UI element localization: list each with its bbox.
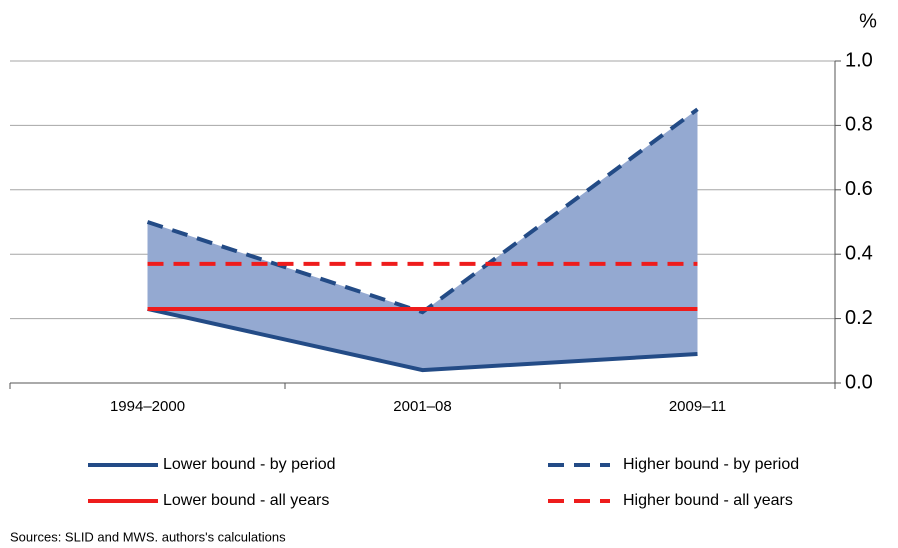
y-tick-label: 1.0: [845, 49, 873, 71]
y-tick-label: 0.8: [845, 114, 873, 136]
legend-label: Higher bound - all years: [623, 492, 793, 509]
legend-label: Higher bound - by period: [623, 456, 799, 473]
x-tick-label: 2009–11: [669, 398, 726, 415]
y-tick-label: 0.4: [845, 242, 873, 264]
x-tick-label: 1994–2000: [110, 398, 185, 415]
legend-label: Lower bound - all years: [163, 492, 329, 509]
y-tick-label: 0.2: [845, 307, 873, 329]
y-tick-label: 0.0: [845, 371, 873, 393]
y-tick-label: 0.6: [845, 178, 873, 200]
series-line: [146, 107, 699, 315]
source-note: Sources: SLID and MWS. authors's calcula…: [10, 529, 286, 544]
x-tick-label: 2001–08: [393, 398, 451, 415]
area: [147, 109, 698, 371]
series-line: [147, 306, 698, 373]
y-axis-label: %: [859, 10, 877, 32]
legend-label: Lower bound - by period: [163, 456, 336, 473]
